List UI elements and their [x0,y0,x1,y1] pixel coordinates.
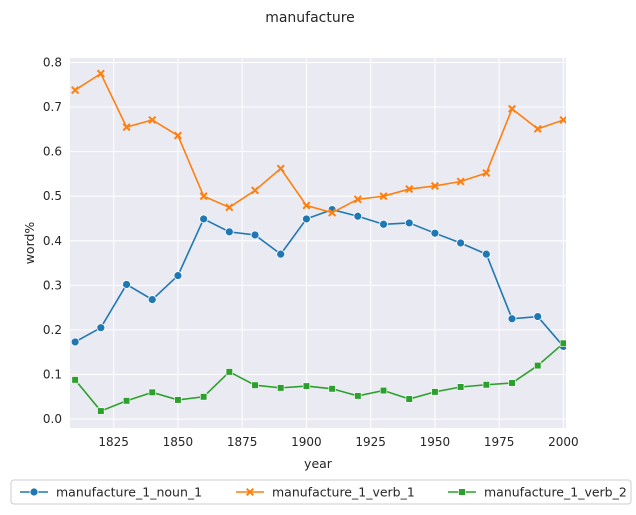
data-point [97,407,105,415]
legend: manufacture_1_noun_1 manufacture_1_verb_1… [10,479,632,505]
data-point [481,249,491,259]
data-point [353,211,363,221]
y-tick-label: 0.5 [43,189,62,203]
data-point [250,230,260,240]
data-point [302,214,311,224]
data-point [70,337,80,347]
data-point [456,177,465,186]
data-point [430,228,440,238]
data-point [251,381,259,389]
y-tick-label: 0.0 [43,412,62,426]
x-tick-label: 1950 [420,435,451,449]
x-axis-label: year [304,456,333,471]
data-point [96,69,105,78]
legend-label: manufacture_1_verb_1 [272,485,415,500]
series-2 [71,69,566,217]
series-line [74,342,564,413]
x-tick-label: 1850 [163,435,194,449]
data-point [508,104,517,113]
data-point [328,208,337,217]
legend-frame [10,479,632,505]
gridlines [70,58,566,428]
data-point [96,323,106,333]
data-point [276,164,285,173]
data-point [302,201,311,210]
x-tick-label: 1900 [291,435,322,449]
data-point [71,86,80,95]
x-tick-label: 2000 [548,435,579,449]
data-point [199,214,209,224]
data-point [225,368,233,376]
data-point [507,314,517,324]
y-tick-label: 0.2 [43,323,62,337]
data-point [199,192,208,201]
series-line [74,72,564,214]
data-point [173,131,182,140]
y-tick-labels: 0.0 0.1 0.2 0.3 0.4 0.5 0.6 0.7 0.8 [43,55,62,426]
data-point [328,385,336,393]
data-point [174,396,182,404]
data-point [277,384,285,392]
data-point [200,393,208,401]
data-point [148,388,156,396]
data-point [404,218,414,228]
y-tick-label: 0.8 [43,55,62,69]
y-tick-label: 0.6 [43,145,62,159]
legend-marker [245,487,255,497]
data-point [147,295,157,305]
data-point [482,169,491,178]
data-point [122,123,131,132]
data-point [251,186,260,195]
data-point [430,181,439,190]
plot-area [70,58,566,428]
data-point [379,219,388,229]
chart-title: manufacture [265,10,355,26]
data-point [379,386,388,395]
y-tick-label: 0.3 [43,278,62,292]
legend-marker [458,488,466,496]
x-tick-label: 1925 [355,435,386,449]
data-point [173,271,183,280]
series-3 [71,339,566,415]
legend-label: manufacture_1_verb_2 [484,485,627,500]
y-tick-label: 0.7 [43,100,62,114]
data-point [456,238,466,248]
legend-marker [29,487,39,497]
data-point [534,361,542,370]
data-point [559,115,566,124]
x-tick-label: 1825 [98,435,129,449]
data-point [482,381,490,389]
data-point [559,339,566,347]
data-point [533,124,542,133]
data-point [405,185,414,194]
x-tick-label: 1975 [484,435,515,449]
data-point [353,195,362,204]
data-point [533,312,543,321]
x-tick-labels: 1825 1850 1875 1900 1925 1950 1975 2000 [98,435,578,449]
data-point [431,388,439,396]
data-point [71,376,79,384]
data-point [122,280,131,289]
data-point [148,115,157,124]
data-point [276,249,286,259]
data-point [457,383,465,391]
y-axis-label: word% [22,222,37,265]
data-point [508,379,516,387]
x-tick-label: 1875 [227,435,258,449]
data-point [122,397,131,405]
data-point [224,227,234,237]
y-tick-label: 0.4 [43,234,62,248]
data-point [405,395,413,403]
data-point [225,203,234,212]
data-point [302,382,311,390]
legend-label: manufacture_1_noun_1 [56,485,202,500]
series-lines [70,69,566,415]
data-point [379,192,388,201]
series-line [74,208,565,347]
y-tick-label: 0.1 [43,368,62,382]
series-1 [70,205,566,351]
data-point [354,392,362,400]
